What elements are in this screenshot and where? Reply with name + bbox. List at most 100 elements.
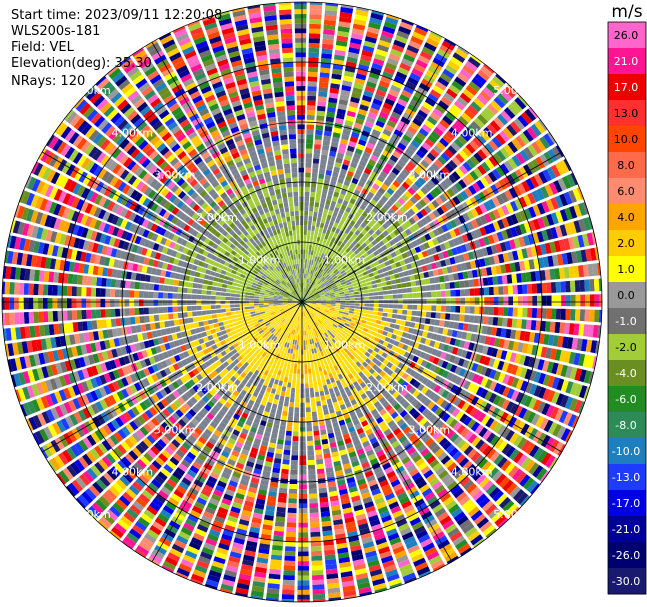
velocity-cell [350,226,357,233]
velocity-cell [503,107,516,119]
velocity-cell [299,489,307,494]
velocity-cell [298,345,301,350]
velocity-cell [289,474,298,480]
velocity-cell [468,185,477,195]
velocity-cell [307,76,318,82]
velocity-cell [331,176,338,182]
velocity-cell [566,173,576,188]
velocity-cell [314,362,318,368]
velocity-cell [311,368,316,374]
velocity-cell [547,149,558,162]
velocity-cell [303,258,305,264]
velocity-cell [390,263,397,269]
velocity-cell [409,322,416,328]
velocity-cell [392,180,401,188]
velocity-cell [314,444,322,451]
velocity-cell [423,242,430,250]
velocity-cell [517,307,523,317]
velocity-cell [311,225,316,232]
velocity-cell [309,28,321,34]
velocity-cell [307,81,317,87]
velocity-cell [413,135,423,145]
velocity-cell [299,201,304,206]
velocity-cell [312,593,326,600]
velocity-cell [484,257,491,266]
velocity-cell [404,177,414,186]
velocity-cell [296,95,306,101]
velocity-cell [348,140,357,148]
velocity-cell [462,88,475,100]
velocity-cell [333,127,342,134]
velocity-cell [433,219,441,228]
velocity-cell [323,280,329,285]
velocity-cell [298,167,305,173]
velocity-cell [290,464,298,470]
velocity-cell [284,445,291,451]
velocity-cell [337,30,349,38]
velocity-cell [430,162,440,172]
velocity-cell [308,264,311,270]
velocity-cell [297,364,301,370]
velocity-cell [445,111,456,122]
velocity-cell [369,303,374,307]
velocity-cell [498,286,504,295]
velocity-cell [333,232,338,239]
velocity-cell [477,149,488,160]
velocity-cell [314,391,320,397]
velocity-cell [326,165,334,171]
velocity-cell [561,175,572,189]
velocity-cell [277,385,282,391]
velocity-cell [353,173,361,181]
velocity-cell [304,191,310,197]
velocity-cell [385,234,393,242]
velocity-cell [303,293,306,298]
velocity-cell [298,513,308,518]
velocity-cell [311,348,315,354]
velocity-cell [374,274,380,280]
velocity-cell [550,197,559,210]
velocity-cell [318,290,324,294]
velocity-cell [495,166,506,177]
velocity-cell [377,44,390,53]
velocity-cell [420,226,428,235]
velocity-cell [487,316,494,326]
velocity-cell [382,290,389,295]
velocity-cell [527,233,535,245]
velocity-cell [311,411,317,417]
velocity-cell [343,75,354,83]
velocity-cell [481,161,491,173]
velocity-cell [330,295,336,298]
velocity-cell [299,446,306,451]
velocity-cell [337,26,350,33]
velocity-cell [351,261,357,267]
velocity-cell [377,287,383,292]
velocity-cell [440,259,447,267]
velocity-cell [424,97,436,107]
velocity-cell [394,201,402,209]
velocity-cell [408,225,416,234]
velocity-cell [296,373,301,379]
velocity-cell [503,307,509,316]
velocity-cell [327,277,333,282]
velocity-cell [414,246,422,253]
velocity-cell [319,237,324,243]
velocity-cell [454,281,460,289]
velocity-cell [315,293,320,297]
velocity-cell [340,6,354,14]
velocity-cell [435,283,441,291]
velocity-cell [297,138,305,144]
velocity-cell [344,154,352,162]
velocity-cell [315,284,320,289]
velocity-cell [434,53,448,64]
velocity-cell [341,84,352,92]
velocity-cell [490,120,501,132]
velocity-cell [462,212,471,222]
velocity-cell [308,42,320,49]
velocity-cell [416,211,424,220]
velocity-cell [297,110,305,115]
velocity-cell [432,209,441,218]
velocity-cell [448,84,461,95]
velocity-cell [308,483,317,490]
velocity-cell [339,294,345,297]
velocity-cell [458,150,469,160]
